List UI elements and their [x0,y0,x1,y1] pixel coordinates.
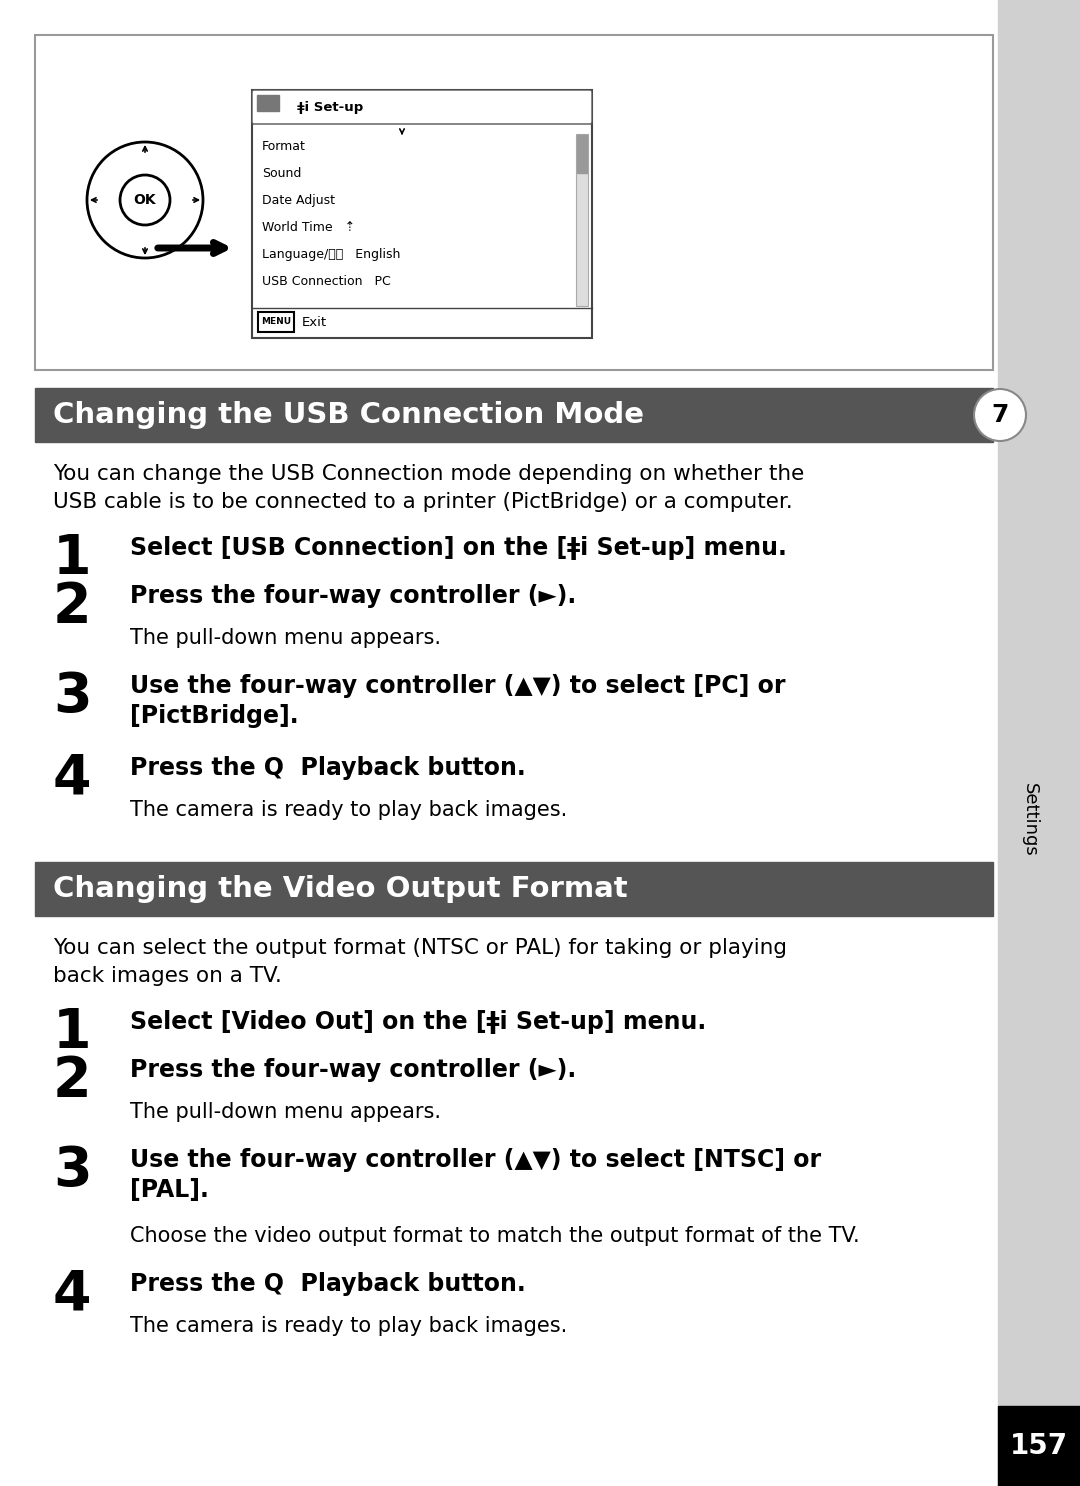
Text: Exit: Exit [302,315,327,328]
Text: [PAL].: [PAL]. [130,1178,208,1202]
Text: 2: 2 [53,1054,92,1109]
Text: The camera is ready to play back images.: The camera is ready to play back images. [130,799,567,820]
Text: 2: 2 [53,580,92,635]
Text: back images on a TV.: back images on a TV. [53,966,282,987]
Text: 7: 7 [991,403,1009,426]
Text: Sound: Sound [262,166,301,180]
Bar [576,134,588,306]
Text: 1: 1 [53,1006,92,1060]
Bar [35,862,993,915]
Bar [252,91,592,337]
Bar [35,388,993,441]
Text: World Time   ⇡: World Time ⇡ [262,221,355,233]
FancyBboxPatch shape [252,91,592,123]
Text: 157: 157 [1010,1433,1068,1461]
Bar [35,36,993,370]
Text: USB Connection   PC: USB Connection PC [262,275,391,288]
Text: The pull-down menu appears.: The pull-down menu appears. [130,1103,441,1122]
Text: The pull-down menu appears.: The pull-down menu appears. [130,629,441,648]
Text: 4: 4 [53,1268,92,1323]
Text: ǂi Set-up: ǂi Set-up [288,101,363,113]
Text: 3: 3 [53,1144,92,1198]
Bar [998,1406,1080,1486]
Text: 4: 4 [53,752,92,805]
Text: USB cable is to be connected to a printer (PictBridge) or a computer.: USB cable is to be connected to a printe… [53,492,793,513]
Text: The camera is ready to play back images.: The camera is ready to play back images. [130,1317,567,1336]
Text: You can select the output format (NTSC or PAL) for taking or playing: You can select the output format (NTSC o… [53,938,787,958]
Text: Press the four-way controller (►).: Press the four-way controller (►). [130,584,577,608]
Text: [PictBridge].: [PictBridge]. [130,704,299,728]
Text: Choose the video output format to match the output format of the TV.: Choose the video output format to match … [130,1226,860,1245]
Bar [258,312,294,331]
Text: Select [Video Out] on the [ǂi Set-up] menu.: Select [Video Out] on the [ǂi Set-up] me… [130,1010,706,1034]
Text: Format: Format [262,140,306,153]
Circle shape [974,389,1026,441]
Text: Date Adjust: Date Adjust [262,195,335,207]
Text: Press the four-way controller (►).: Press the four-way controller (►). [130,1058,577,1082]
Circle shape [87,143,203,259]
Text: Use the four-way controller (▲▼) to select [PC] or: Use the four-way controller (▲▼) to sele… [130,675,785,698]
Text: MENU: MENU [261,318,292,327]
Text: Press the Q  Playback button.: Press the Q Playback button. [130,1272,526,1296]
Text: OK: OK [134,193,157,207]
Bar [257,95,279,111]
Text: Changing the Video Output Format: Changing the Video Output Format [53,875,627,903]
Text: Settings: Settings [1021,783,1039,857]
Text: Press the Q  Playback button.: Press the Q Playback button. [130,756,526,780]
Text: Select [USB Connection] on the [ǂi Set-up] menu.: Select [USB Connection] on the [ǂi Set-u… [130,536,787,560]
Text: Language/言語   English: Language/言語 English [262,248,401,262]
Text: You can change the USB Connection mode depending on whether the: You can change the USB Connection mode d… [53,464,805,484]
Text: Changing the USB Connection Mode: Changing the USB Connection Mode [53,401,644,429]
Text: Use the four-way controller (▲▼) to select [NTSC] or: Use the four-way controller (▲▼) to sele… [130,1149,821,1172]
Bar [577,135,588,172]
Text: 3: 3 [53,670,92,724]
Circle shape [120,175,170,224]
Text: 1: 1 [53,532,92,585]
Bar [998,0,1080,1486]
